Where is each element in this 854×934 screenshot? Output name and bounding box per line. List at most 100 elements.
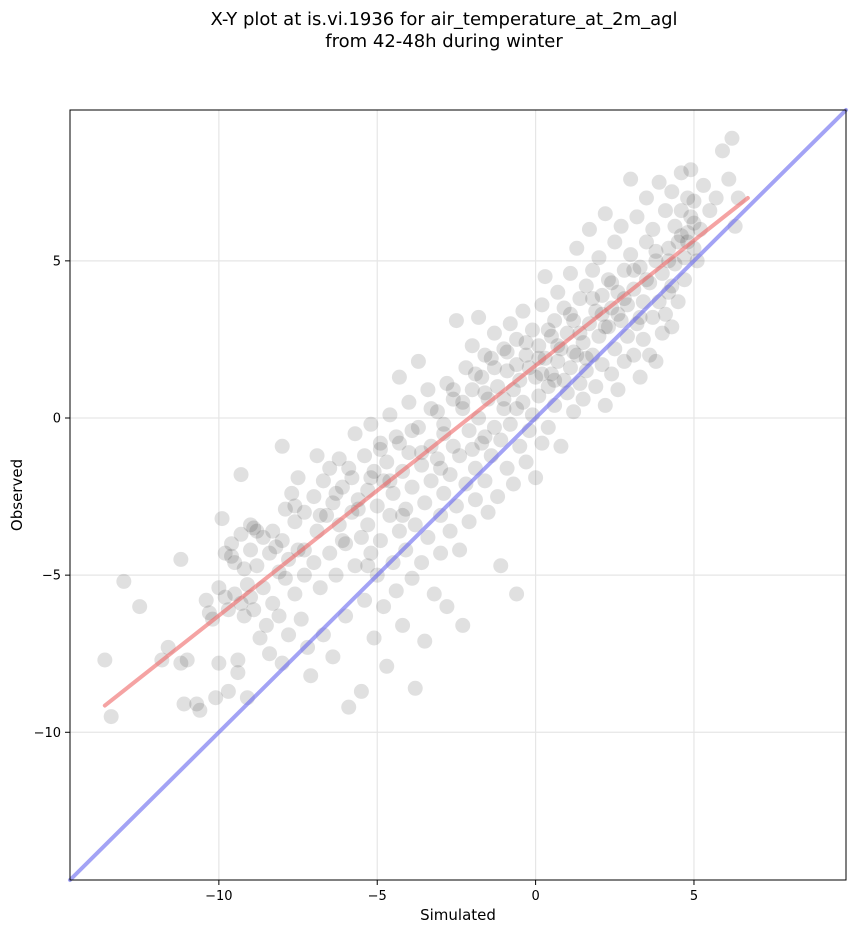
data-point [243,542,259,558]
data-point [486,419,502,435]
data-point [398,501,414,517]
data-point [277,501,293,517]
data-point [445,391,461,407]
data-point [258,617,274,633]
data-point [312,507,328,523]
data-point [233,467,249,483]
data-point [198,592,214,608]
data-point [293,611,309,627]
data-point [455,617,471,633]
data-point [540,322,556,338]
data-point [436,485,452,501]
data-point [252,630,268,646]
y-tick-label: −10 [34,726,61,741]
data-point [702,203,718,219]
data-point [645,221,661,237]
data-point [227,555,243,571]
data-point [648,243,664,259]
data-point [404,479,420,495]
x-tick-label: 0 [531,889,539,904]
data-point [296,504,312,520]
data-point [376,599,392,615]
data-point [268,539,284,555]
data-point [648,353,664,369]
data-point [328,485,344,501]
data-point [683,209,699,225]
data-point [407,517,423,533]
x-tick-label: −10 [205,889,232,904]
data-point [676,250,692,266]
data-point [714,143,730,159]
data-point [331,451,347,467]
data-point [499,344,515,360]
data-point [404,423,420,439]
data-point [442,523,458,539]
data-point [439,599,455,615]
data-point [638,190,654,206]
data-point [467,492,483,508]
data-point [306,555,322,571]
data-point [445,438,461,454]
data-point [664,319,680,335]
data-point [246,520,262,536]
data-point [657,203,673,219]
data-point [325,495,341,511]
data-point [404,570,420,586]
data-point [550,284,566,300]
reference-lines [68,108,848,882]
data-point [433,460,449,476]
data-point [566,404,582,420]
data-point [372,435,388,451]
data-point [372,533,388,549]
plot-frame [69,109,847,881]
data-point [556,300,572,316]
data-point [509,401,525,417]
data-point [664,278,680,294]
y-tick-label: −5 [42,569,61,584]
x-tick-label: 5 [690,889,698,904]
data-point [217,545,233,561]
data-point [496,401,512,417]
data-point [585,291,601,307]
data-point [388,429,404,445]
data-point [382,507,398,523]
data-point [217,589,233,605]
data-point [287,586,303,602]
data-point [509,357,525,373]
data-point [173,551,189,567]
data-point [220,683,236,699]
data-point [277,570,293,586]
data-point [249,558,265,574]
data-point [334,533,350,549]
data-point [249,523,265,539]
data-point [271,608,287,624]
data-point [347,426,363,442]
data-point [284,485,300,501]
data-point [458,360,474,376]
data-point [410,419,426,435]
data-point [233,526,249,542]
data-point [632,369,648,385]
data-point [429,451,445,467]
data-point [433,545,449,561]
data-point [629,209,645,225]
data-point [211,580,227,596]
data-point [448,313,464,329]
data-point [322,460,338,476]
data-point [287,514,303,530]
data-point [585,262,601,278]
data-point [385,555,401,571]
data-point [417,633,433,649]
data-point [407,680,423,696]
data-point [303,668,319,684]
data-point [502,316,518,332]
data-point [382,407,398,423]
data-point [315,473,331,489]
data-point [486,360,502,376]
data-point [173,655,189,671]
data-point [423,473,439,489]
data-point [391,435,407,451]
data-point [455,401,471,417]
data-point [322,545,338,561]
